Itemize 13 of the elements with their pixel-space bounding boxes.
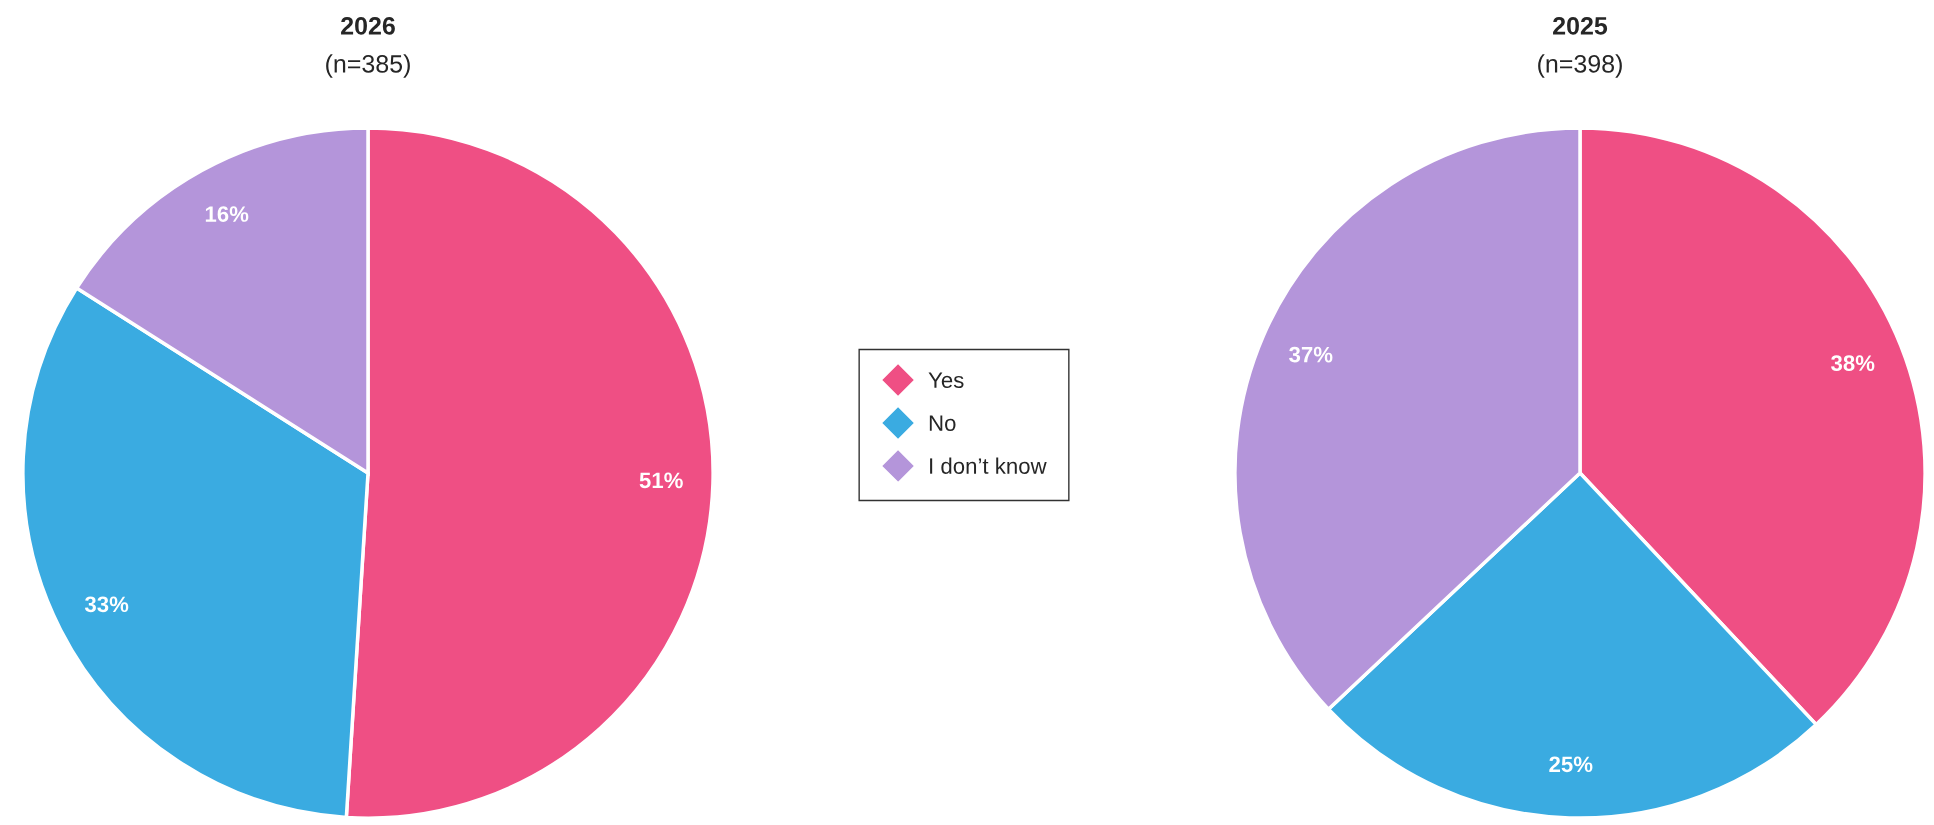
- data-label: 38%: [1831, 355, 1875, 372]
- legend-label: Yes: [928, 372, 964, 389]
- legend-label: No: [929, 415, 956, 431]
- data-label: 25%: [1549, 756, 1593, 773]
- chart-title: 2025: [1553, 17, 1608, 35]
- data-label: 37%: [1289, 346, 1333, 363]
- data-label: 33%: [84, 596, 129, 613]
- chart-title: 2026: [341, 17, 395, 35]
- data-label: 16%: [205, 206, 249, 222]
- chart-subtitle: (n=385): [326, 54, 410, 78]
- data-label: 51%: [639, 472, 683, 489]
- chart-subtitle: (n=398): [1538, 54, 1622, 78]
- legend-label: I don’t know: [930, 457, 1047, 474]
